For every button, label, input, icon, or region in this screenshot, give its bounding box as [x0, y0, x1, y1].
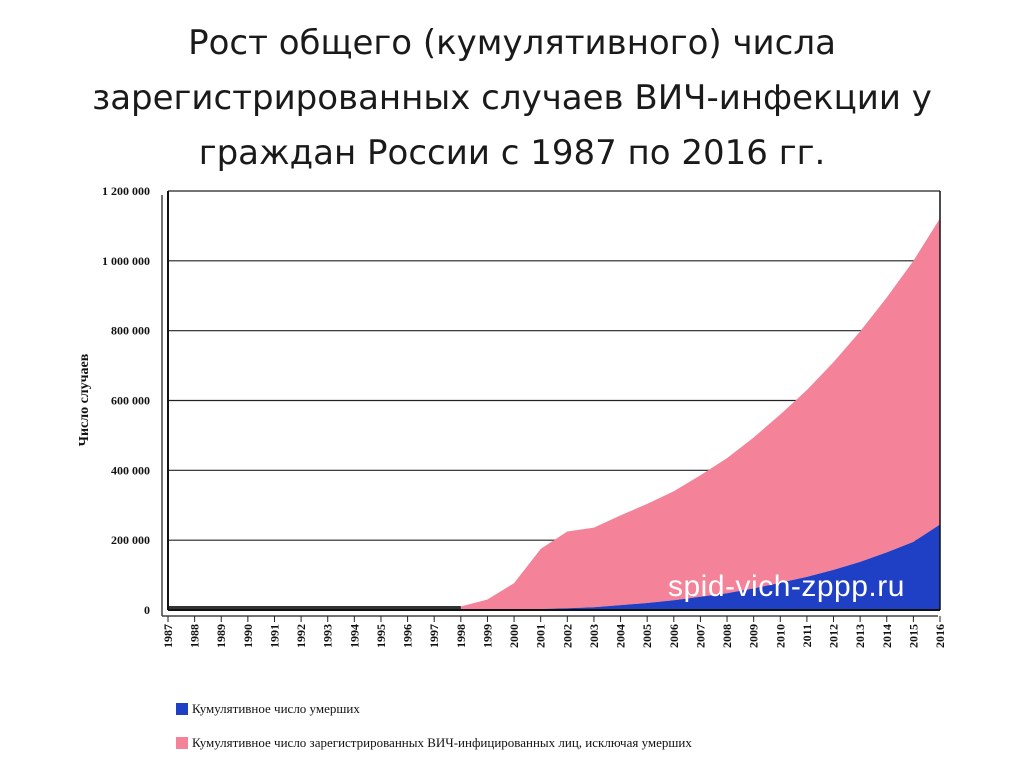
- x-tick-label: 2010: [773, 624, 787, 648]
- legend-swatch-deaths: [176, 703, 188, 715]
- x-tick-label: 2013: [853, 624, 867, 648]
- legend-label-deaths: Кумулятивное число умерших: [192, 701, 360, 716]
- y-axis-label: Число случаев: [77, 353, 92, 446]
- y-tick-label: 0: [144, 603, 150, 617]
- area-series-registered: [168, 218, 940, 611]
- area-series-deaths: [168, 524, 940, 610]
- x-tick-label: 2005: [640, 624, 654, 648]
- y-tick-label: 400 000: [111, 463, 150, 477]
- x-tick-label: 2012: [827, 624, 841, 648]
- x-tick-label: 1998: [454, 624, 468, 648]
- x-tick-label: 1999: [480, 624, 494, 648]
- x-tick-label: 1988: [188, 624, 202, 648]
- x-tick-label: 1991: [267, 624, 281, 648]
- x-tick-label: 2001: [534, 624, 548, 648]
- chart-title: Рост общего (кумулятивного) числа зареги…: [92, 23, 932, 173]
- y-tick-label: 800 000: [111, 324, 150, 338]
- axes: [161, 191, 941, 617]
- x-tick-label: 2003: [587, 624, 601, 648]
- x-tick-label: 1987: [161, 624, 175, 648]
- x-tick-label: 2006: [667, 624, 681, 648]
- watermark: spid-vich-zppp.ru: [668, 570, 905, 603]
- x-tick-label: 2000: [507, 624, 521, 648]
- x-tick-label: 2015: [906, 624, 920, 648]
- x-tick-label: 1990: [241, 624, 255, 648]
- x-tick-label: 2007: [693, 624, 707, 648]
- x-tick-label: 1996: [401, 624, 415, 648]
- x-tick-label: 2011: [800, 624, 814, 647]
- y-tick-label: 200 000: [111, 533, 150, 547]
- legend-swatch-registered: [176, 737, 188, 749]
- x-tick-label: 1989: [214, 624, 228, 648]
- x-tick-label: 1995: [374, 624, 388, 648]
- x-tick-label: 1994: [347, 624, 361, 648]
- legend-label-registered: Кумулятивное число зарегистрированных ВИ…: [192, 735, 692, 750]
- x-tick-label: 2014: [880, 624, 894, 648]
- x-tick-label: 2008: [720, 624, 734, 648]
- y-tick-labels: 0 200 000 400 000 600 000 800 000 1 000 000 1 …: [102, 184, 150, 617]
- x-tick-label: 1993: [321, 624, 335, 648]
- x-tick-label: 1997: [427, 624, 441, 648]
- chart-areas: [168, 218, 940, 611]
- y-tick-label: 600 000: [111, 394, 150, 408]
- x-tick-label: 2002: [560, 624, 574, 648]
- y-tick-label: 1 200 000: [102, 184, 150, 198]
- x-tick-labels: 1987 1988 1989 1990 1991 1992 1993 1994 1995 1996…: [161, 616, 947, 648]
- x-tick-label: 2004: [614, 624, 628, 648]
- x-tick-label: 2009: [747, 624, 761, 648]
- x-tick-label: 1992: [294, 624, 308, 648]
- x-tick-label: 2016: [933, 624, 947, 648]
- y-tick-label: 1 000 000: [102, 254, 150, 268]
